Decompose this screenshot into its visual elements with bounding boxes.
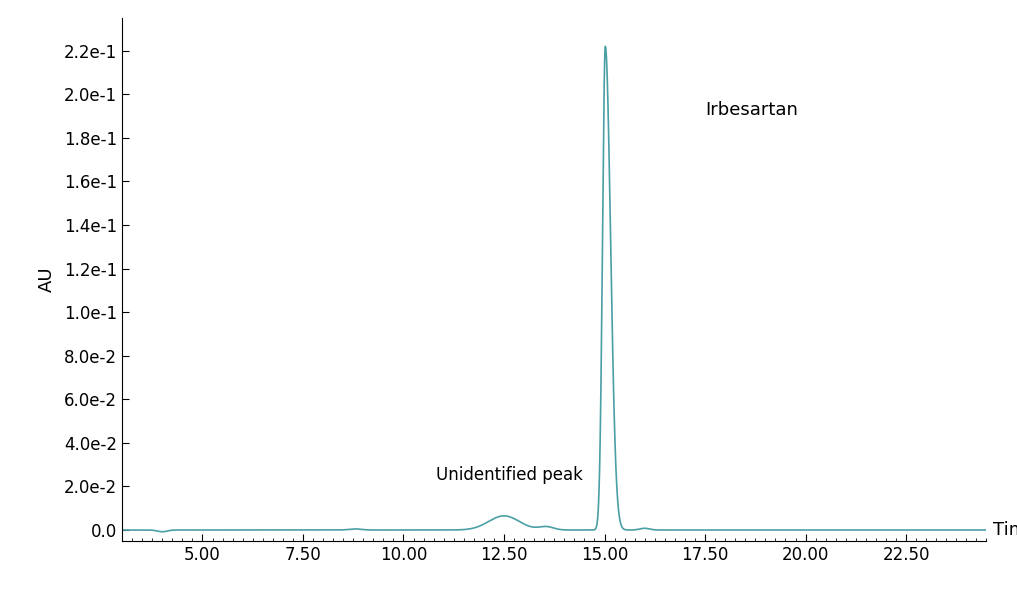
Text: Irbesartan: Irbesartan <box>705 100 798 118</box>
Y-axis label: AU: AU <box>38 267 56 292</box>
Text: Time: Time <box>993 520 1017 538</box>
Text: Unidentified peak: Unidentified peak <box>435 466 583 484</box>
